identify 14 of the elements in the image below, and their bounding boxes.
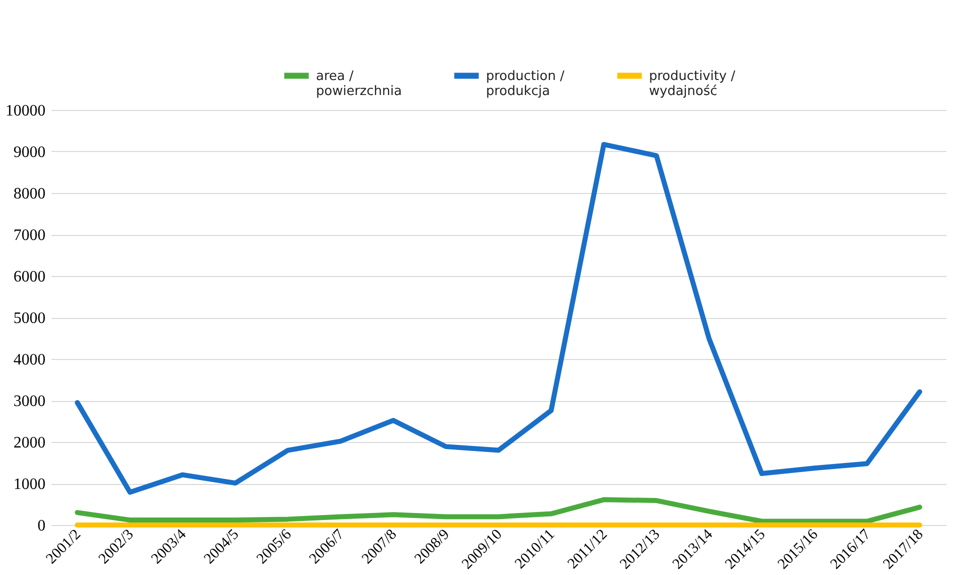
y-tick-label: 7000 xyxy=(14,227,46,244)
y-tick-label: 6000 xyxy=(14,268,46,286)
y-tick-label: 4000 xyxy=(14,352,46,368)
y-tick-label: 8000 xyxy=(14,186,46,202)
y-tick-label: 9000 xyxy=(14,144,46,161)
y-tick-label: 1000 xyxy=(14,476,46,493)
legend-label: production / produkcja xyxy=(486,68,565,99)
y-tick-label: 10000 xyxy=(6,102,46,120)
y-tick-label: 2000 xyxy=(14,434,46,452)
legend-label: area / powierzchnia xyxy=(316,68,402,99)
y-tick-label: 0 xyxy=(38,518,46,534)
y-tick-label: 3000 xyxy=(14,393,46,410)
y-tick-label: 5000 xyxy=(14,310,46,327)
legend-label: productivity / wydajność xyxy=(649,68,736,99)
